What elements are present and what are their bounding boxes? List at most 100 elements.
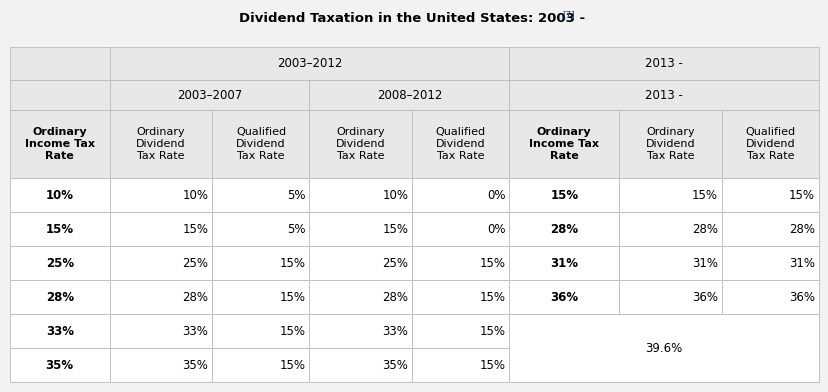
- Bar: [412, 280, 508, 314]
- Text: 31%: 31%: [550, 257, 578, 270]
- Bar: [412, 348, 508, 382]
- Text: 36%: 36%: [550, 291, 578, 304]
- Bar: [721, 246, 818, 280]
- Bar: [10, 280, 109, 314]
- Text: 15%: 15%: [691, 189, 717, 202]
- Text: 0%: 0%: [486, 189, 504, 202]
- Bar: [10, 348, 109, 382]
- Text: 5%: 5%: [286, 223, 305, 236]
- Bar: [10, 47, 109, 80]
- Text: 15%: 15%: [550, 189, 578, 202]
- Bar: [10, 314, 109, 348]
- Bar: [508, 246, 619, 280]
- Bar: [212, 280, 309, 314]
- Bar: [309, 110, 412, 178]
- Bar: [10, 246, 109, 280]
- Text: 25%: 25%: [46, 257, 74, 270]
- Bar: [508, 47, 818, 80]
- Text: 15%: 15%: [182, 223, 208, 236]
- Text: 36%: 36%: [788, 291, 814, 304]
- Text: [7]: [7]: [561, 10, 574, 19]
- Text: Ordinary
Dividend
Tax Rate: Ordinary Dividend Tax Rate: [136, 127, 185, 161]
- Text: 15%: 15%: [382, 223, 407, 236]
- Bar: [212, 246, 309, 280]
- Text: 2008–2012: 2008–2012: [376, 89, 441, 102]
- Bar: [212, 348, 309, 382]
- Bar: [412, 246, 508, 280]
- Text: 33%: 33%: [382, 325, 407, 338]
- Text: Qualified
Dividend
Tax Rate: Qualified Dividend Tax Rate: [744, 127, 795, 161]
- Bar: [508, 212, 619, 246]
- Bar: [412, 178, 508, 212]
- Bar: [309, 80, 508, 110]
- Text: 28%: 28%: [550, 223, 578, 236]
- Text: 15%: 15%: [479, 325, 504, 338]
- Bar: [212, 314, 309, 348]
- Bar: [109, 110, 212, 178]
- Text: Ordinary
Dividend
Tax Rate: Ordinary Dividend Tax Rate: [335, 127, 385, 161]
- Text: 2003–2007: 2003–2007: [176, 89, 242, 102]
- Bar: [212, 178, 309, 212]
- Bar: [212, 212, 309, 246]
- Bar: [309, 178, 412, 212]
- Bar: [109, 47, 508, 80]
- Bar: [619, 246, 721, 280]
- Text: Qualified
Dividend
Tax Rate: Qualified Dividend Tax Rate: [236, 127, 286, 161]
- Text: 15%: 15%: [279, 257, 305, 270]
- Text: 0%: 0%: [486, 223, 504, 236]
- Bar: [619, 348, 721, 382]
- Text: 2013 -: 2013 -: [644, 57, 682, 70]
- Text: 28%: 28%: [382, 291, 407, 304]
- Bar: [721, 348, 818, 382]
- Bar: [721, 110, 818, 178]
- Bar: [412, 110, 508, 178]
- Text: Ordinary
Income Tax
Rate: Ordinary Income Tax Rate: [25, 127, 94, 161]
- Text: 28%: 28%: [788, 223, 814, 236]
- Bar: [212, 110, 309, 178]
- Text: 15%: 15%: [46, 223, 74, 236]
- Text: Dividend Taxation in the United States: 2003 -: Dividend Taxation in the United States: …: [238, 12, 590, 25]
- Bar: [721, 212, 818, 246]
- Text: 31%: 31%: [691, 257, 717, 270]
- Bar: [309, 348, 412, 382]
- Bar: [508, 314, 818, 382]
- Bar: [10, 80, 109, 110]
- Text: Ordinary
Dividend
Tax Rate: Ordinary Dividend Tax Rate: [645, 127, 695, 161]
- Bar: [412, 314, 508, 348]
- Text: 31%: 31%: [788, 257, 814, 270]
- Bar: [109, 80, 309, 110]
- Bar: [721, 178, 818, 212]
- Bar: [109, 314, 212, 348]
- Bar: [109, 178, 212, 212]
- Bar: [508, 110, 619, 178]
- Bar: [109, 212, 212, 246]
- Bar: [508, 314, 619, 348]
- Text: Ordinary
Income Tax
Rate: Ordinary Income Tax Rate: [528, 127, 599, 161]
- Text: 2003–2012: 2003–2012: [277, 57, 342, 70]
- Bar: [508, 348, 619, 382]
- Text: 35%: 35%: [46, 359, 74, 372]
- Bar: [508, 178, 619, 212]
- Bar: [721, 314, 818, 348]
- Text: 28%: 28%: [691, 223, 717, 236]
- Bar: [619, 110, 721, 178]
- Text: 2013 -: 2013 -: [644, 89, 682, 102]
- Text: 10%: 10%: [46, 189, 74, 202]
- Text: 10%: 10%: [382, 189, 407, 202]
- Text: 25%: 25%: [182, 257, 208, 270]
- Bar: [619, 314, 721, 348]
- Text: 28%: 28%: [182, 291, 208, 304]
- Text: 15%: 15%: [479, 359, 504, 372]
- Text: 15%: 15%: [788, 189, 814, 202]
- Bar: [309, 212, 412, 246]
- Text: 33%: 33%: [46, 325, 74, 338]
- Text: Qualified
Dividend
Tax Rate: Qualified Dividend Tax Rate: [436, 127, 485, 161]
- Text: 10%: 10%: [182, 189, 208, 202]
- Bar: [10, 110, 109, 178]
- Text: 25%: 25%: [382, 257, 407, 270]
- Bar: [619, 212, 721, 246]
- Text: 35%: 35%: [382, 359, 407, 372]
- Text: 15%: 15%: [279, 291, 305, 304]
- Text: 36%: 36%: [691, 291, 717, 304]
- Text: 15%: 15%: [479, 257, 504, 270]
